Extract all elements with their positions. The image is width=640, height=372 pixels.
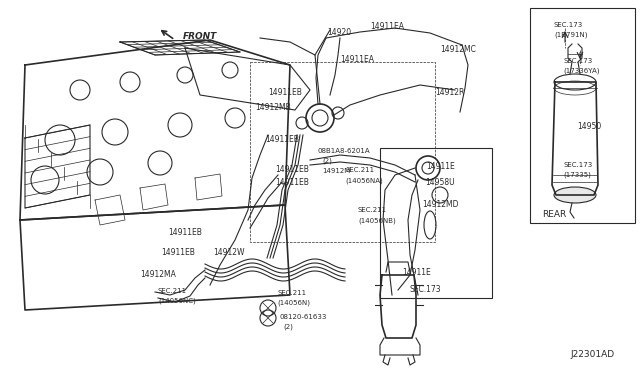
Text: 14912MD: 14912MD bbox=[422, 200, 458, 209]
Text: (14056N): (14056N) bbox=[277, 300, 310, 307]
Text: J22301AD: J22301AD bbox=[570, 350, 614, 359]
Bar bbox=[250, 62, 435, 242]
Text: (17336YA): (17336YA) bbox=[563, 68, 600, 74]
Text: (1B791N): (1B791N) bbox=[554, 32, 588, 38]
Text: 14911EB: 14911EB bbox=[275, 178, 309, 187]
Text: 08120-61633: 08120-61633 bbox=[279, 314, 326, 320]
Text: SEC.173: SEC.173 bbox=[409, 285, 440, 294]
Text: 14911EB: 14911EB bbox=[268, 88, 302, 97]
Text: SEC.173: SEC.173 bbox=[563, 58, 592, 64]
Text: 14911EB: 14911EB bbox=[161, 248, 195, 257]
Text: 14920: 14920 bbox=[327, 28, 351, 37]
Text: 14911E: 14911E bbox=[402, 268, 431, 277]
Text: 14911EB: 14911EB bbox=[275, 165, 309, 174]
Text: SEC.211: SEC.211 bbox=[277, 290, 306, 296]
Circle shape bbox=[306, 104, 334, 132]
Text: (14056NC): (14056NC) bbox=[158, 298, 196, 305]
Text: 14958U: 14958U bbox=[425, 178, 454, 187]
Text: 14950: 14950 bbox=[577, 122, 601, 131]
Text: (14056NA): (14056NA) bbox=[345, 177, 383, 183]
Text: SEC.173: SEC.173 bbox=[554, 22, 583, 28]
Text: SEC.173: SEC.173 bbox=[563, 162, 592, 168]
Text: SEC.211: SEC.211 bbox=[158, 288, 187, 294]
Ellipse shape bbox=[554, 187, 596, 203]
Text: SEC.211: SEC.211 bbox=[345, 167, 374, 173]
Text: 14911EA: 14911EA bbox=[370, 22, 404, 31]
Text: REAR: REAR bbox=[542, 210, 566, 219]
Text: SEC.211: SEC.211 bbox=[358, 207, 387, 213]
Text: 14911EB: 14911EB bbox=[265, 135, 299, 144]
Text: FRONT: FRONT bbox=[183, 32, 217, 41]
Text: (17335): (17335) bbox=[563, 172, 591, 179]
Text: 14912MB: 14912MB bbox=[255, 103, 291, 112]
Text: 14912R: 14912R bbox=[435, 88, 465, 97]
Text: 14912W: 14912W bbox=[213, 248, 244, 257]
Text: 14911EB: 14911EB bbox=[168, 228, 202, 237]
Text: 08B1A8-6201A: 08B1A8-6201A bbox=[318, 148, 371, 154]
Text: 14911E: 14911E bbox=[426, 162, 455, 171]
Text: 14912MA: 14912MA bbox=[140, 270, 176, 279]
Bar bbox=[530, 8, 635, 223]
Bar bbox=[380, 148, 492, 298]
Text: (14056NB): (14056NB) bbox=[358, 217, 396, 224]
Text: (2): (2) bbox=[322, 158, 332, 164]
Text: 14911EA: 14911EA bbox=[340, 55, 374, 64]
Text: 14912MC: 14912MC bbox=[440, 45, 476, 54]
Text: (2): (2) bbox=[283, 324, 293, 330]
Circle shape bbox=[416, 156, 440, 180]
Text: 14912M: 14912M bbox=[322, 168, 350, 174]
